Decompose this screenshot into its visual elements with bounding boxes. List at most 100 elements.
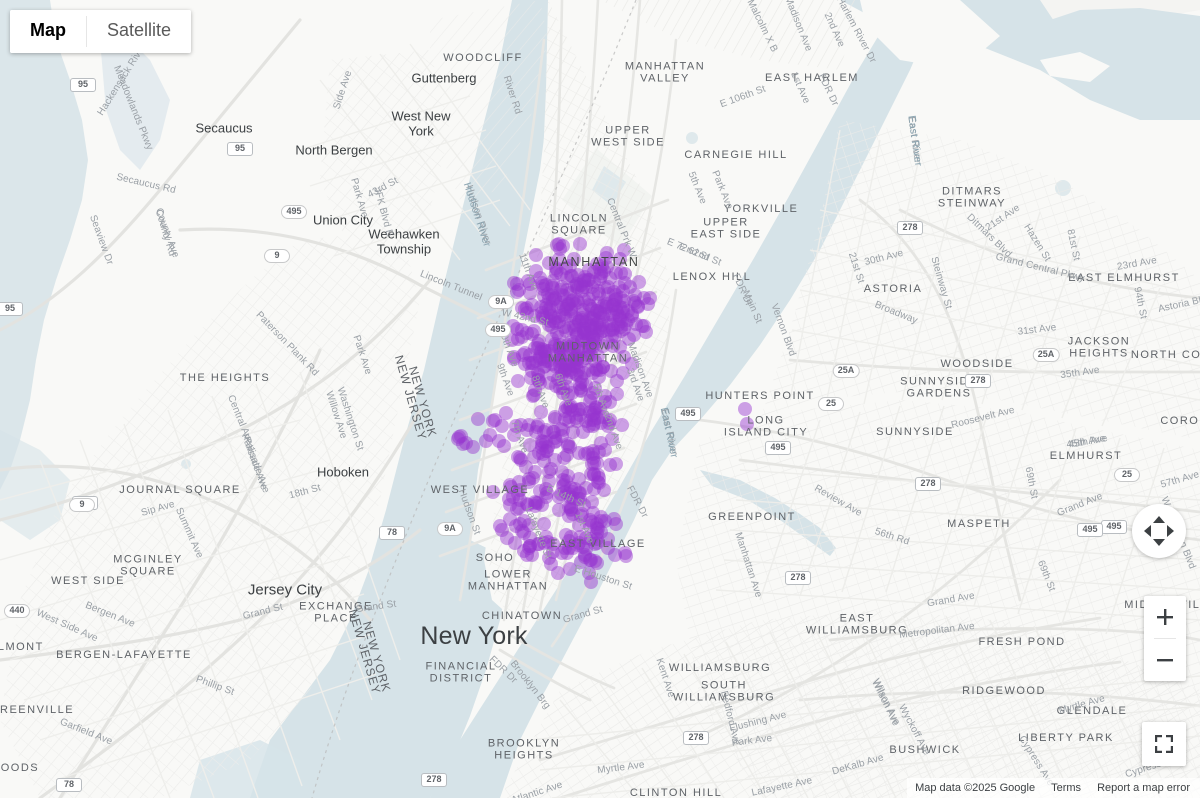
map-data-marker[interactable] [590,304,605,319]
map-data-marker[interactable] [547,339,562,354]
map-data-marker[interactable] [531,366,546,381]
map-data-marker[interactable] [478,433,493,448]
map-data-marker[interactable] [551,490,566,505]
map-data-marker[interactable] [557,404,572,419]
map-data-marker[interactable] [559,473,574,488]
map-data-marker[interactable] [559,448,574,463]
map-data-marker[interactable] [531,445,546,460]
map-data-marker[interactable] [589,328,604,343]
map-data-marker[interactable] [588,401,603,416]
map-data-marker[interactable] [554,353,569,368]
map-data-marker[interactable] [564,385,579,400]
map-data-marker[interactable] [559,357,574,372]
map-data-marker[interactable] [601,279,616,294]
map-data-marker[interactable] [576,279,591,294]
map-data-marker[interactable] [528,498,543,513]
map-data-marker[interactable] [565,490,580,505]
map-data-marker[interactable] [565,333,580,348]
map-data-marker[interactable] [570,351,585,366]
map-data-marker[interactable] [577,325,592,340]
map-data-marker[interactable] [546,293,561,308]
map-data-marker[interactable] [526,388,541,403]
map-data-marker[interactable] [577,547,592,562]
map-data-marker[interactable] [563,363,578,378]
map-data-marker[interactable] [514,418,528,433]
map-data-marker[interactable] [509,322,524,337]
map-data-marker[interactable] [562,490,577,505]
map-data-marker[interactable] [543,299,558,314]
map-data-marker[interactable] [541,302,556,317]
map-data-marker[interactable] [566,340,581,355]
map-data-marker[interactable] [580,348,595,363]
map-data-marker[interactable] [556,450,571,465]
map-data-marker[interactable] [625,357,640,372]
map-data-marker[interactable] [585,444,600,459]
map-data-marker[interactable] [572,446,587,460]
map-data-marker[interactable] [595,310,610,325]
map-data-marker[interactable] [566,319,581,334]
map-data-marker[interactable] [569,359,584,374]
map-data-marker[interactable] [581,273,596,288]
map-data-marker[interactable] [575,334,590,349]
map-data-marker[interactable] [588,536,603,551]
map-data-marker[interactable] [574,340,589,355]
map-data-marker[interactable] [600,540,615,555]
map-data-marker[interactable] [596,483,611,497]
map-data-marker[interactable] [547,292,562,307]
map-data-marker[interactable] [511,374,526,389]
map-data-marker[interactable] [517,525,532,540]
map-data-marker[interactable] [552,502,567,517]
map-data-marker[interactable] [627,287,642,302]
map-data-marker[interactable] [515,330,530,345]
map-data-marker[interactable] [520,548,535,563]
map-data-marker[interactable] [563,259,578,274]
map-data-marker[interactable] [540,287,555,302]
map-data-marker[interactable] [605,297,620,312]
map-data-marker[interactable] [606,285,621,300]
map-data-marker[interactable] [525,547,540,562]
map-data-marker[interactable] [539,311,554,326]
map-data-marker[interactable] [570,367,585,382]
map-data-marker[interactable] [535,434,550,449]
map-data-marker[interactable] [582,299,597,314]
map-data-marker[interactable] [585,287,600,302]
map-data-marker[interactable] [621,313,636,328]
map-data-marker[interactable] [532,333,547,348]
map-data-marker[interactable] [577,549,592,564]
map-data-marker[interactable] [563,562,578,577]
map-data-marker[interactable] [511,449,526,464]
map-data-marker[interactable] [555,380,570,395]
map-data-marker[interactable] [535,435,550,450]
map-data-marker[interactable] [567,359,582,374]
map-data-marker[interactable] [595,258,610,273]
map-data-marker[interactable] [585,514,600,529]
map-data-marker[interactable] [625,309,640,324]
map-data-marker[interactable] [548,431,563,445]
map-data-marker[interactable] [557,541,572,556]
map-data-marker[interactable] [509,276,524,291]
map-data-marker[interactable] [541,535,556,550]
map-data-marker[interactable] [593,402,608,417]
map-data-marker[interactable] [573,383,588,398]
map-data-marker[interactable] [534,437,549,452]
map-data-marker[interactable] [603,307,618,322]
map-data-marker[interactable] [538,300,553,315]
map-data-marker[interactable] [592,314,606,329]
map-data-marker[interactable] [535,441,550,456]
map-data-marker[interactable] [534,306,549,321]
map-data-marker[interactable] [557,319,572,334]
map-data-marker[interactable] [582,310,597,325]
map-data-marker[interactable] [608,293,623,308]
map-data-marker[interactable] [553,296,568,311]
map-data-marker[interactable] [563,499,578,514]
map-data-marker[interactable] [512,282,527,297]
map-data-marker[interactable] [586,264,601,279]
map-data-marker[interactable] [556,473,571,488]
map-data-marker[interactable] [601,415,616,430]
map-data-marker[interactable] [558,302,573,317]
map-data-marker[interactable] [542,474,557,489]
map-data-marker[interactable] [615,365,630,380]
map-data-marker[interactable] [571,518,586,533]
map-data-marker[interactable] [540,440,555,455]
map-data-marker[interactable] [579,350,594,365]
